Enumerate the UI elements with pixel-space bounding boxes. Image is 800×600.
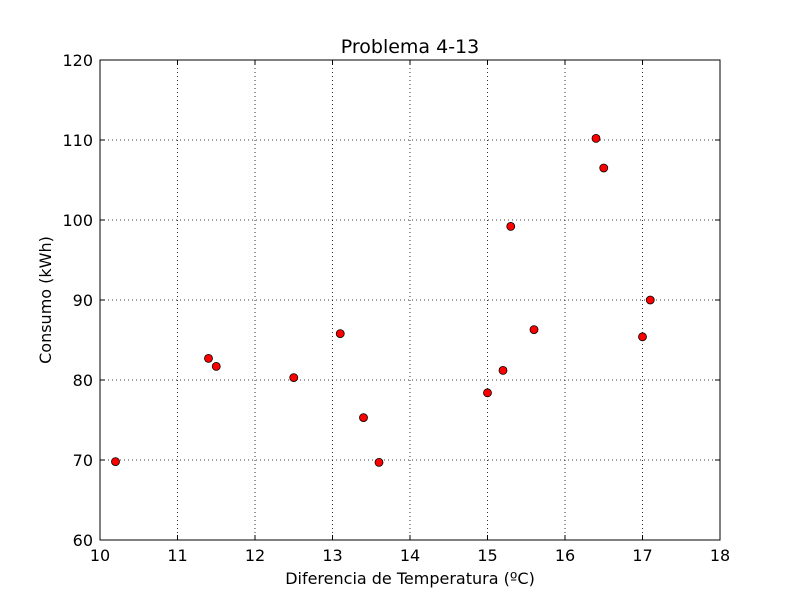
data-point	[645, 295, 655, 305]
x-tick-label: 15	[477, 546, 497, 565]
data-point	[638, 332, 647, 342]
y-tick-label: 120	[62, 51, 93, 70]
x-tick-label: 16	[555, 546, 575, 565]
y-tick-labels: 60 70 80 90 100 110 120	[62, 51, 93, 550]
y-tick-label: 60	[73, 531, 93, 550]
x-tick-label: 12	[245, 546, 265, 565]
y-tick-label: 90	[73, 291, 93, 310]
x-tick-label: 11	[167, 546, 187, 565]
x-tick-label: 17	[632, 546, 652, 565]
y-tick-label: 70	[73, 451, 93, 470]
data-point	[591, 133, 601, 143]
x-tick-label: 14	[400, 546, 420, 565]
x-tick-label: 13	[322, 546, 342, 565]
data-point	[506, 221, 516, 231]
x-tick-labels: 10 11 12 13 14 15 16 17 18	[90, 546, 730, 565]
data-point	[335, 329, 345, 339]
x-tick-label: 18	[710, 546, 730, 565]
data-point	[204, 353, 213, 363]
data-point	[498, 365, 508, 375]
y-tick-label: 110	[62, 131, 93, 150]
x-tick-label: 10	[90, 546, 110, 565]
x-axis-label: Diferencia de Temperatura (ºC)	[285, 569, 535, 588]
data-point	[211, 361, 221, 371]
y-tick-label: 100	[62, 211, 93, 230]
data-point	[374, 457, 384, 467]
tick-marks	[99, 59, 721, 541]
data-point	[529, 325, 539, 335]
y-tick-label: 80	[73, 371, 93, 390]
data-points	[111, 133, 655, 467]
data-point	[483, 388, 492, 398]
y-axis-label: Consumo (kWh)	[36, 236, 55, 364]
data-point	[599, 163, 609, 173]
data-point	[359, 413, 368, 423]
data-point	[111, 457, 120, 467]
grid	[100, 60, 720, 540]
data-point	[289, 373, 299, 383]
chart-title: Problema 4-13	[341, 36, 479, 58]
